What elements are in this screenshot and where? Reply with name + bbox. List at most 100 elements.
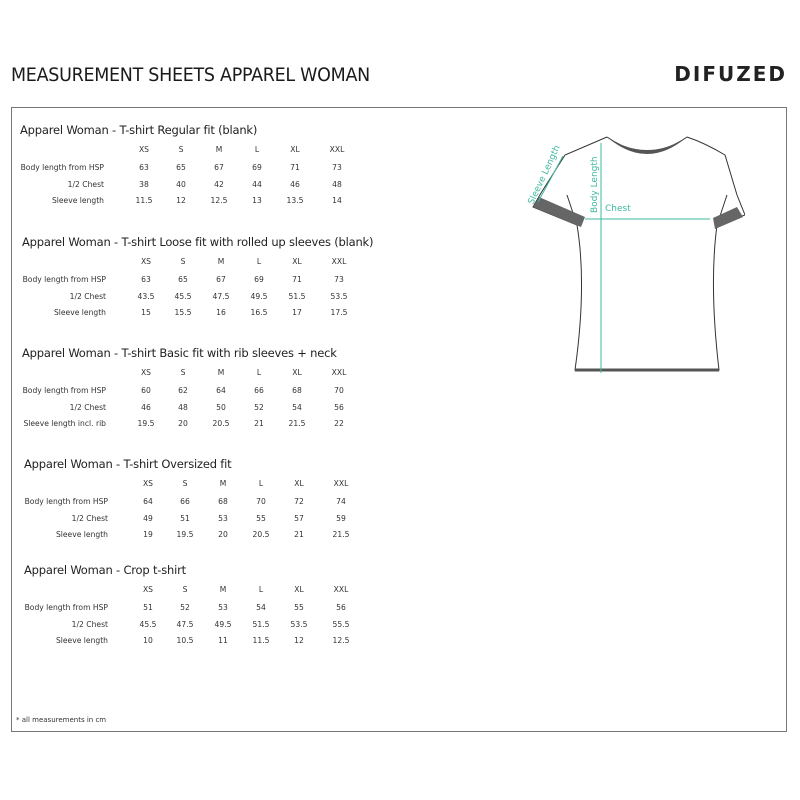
cell-value: 51.5 (252, 619, 270, 629)
cell-value: 44 (252, 179, 262, 189)
cell-value: 72 (294, 497, 304, 506)
cell-value: 52 (254, 402, 264, 412)
row-label: Sleeve length incl. rib (23, 419, 106, 428)
cell-value: 12.5 (210, 196, 228, 205)
section-title: Apparel Woman - T-shirt Oversized fit (24, 457, 232, 471)
cell-value: 73 (332, 163, 342, 172)
cell-value: 69 (254, 275, 264, 284)
section-title: Apparel Woman - Crop t-shirt (24, 563, 186, 577)
cell-value: 14 (332, 196, 342, 205)
table-row: Sleeve length incl. rib 19.5 20 20.5 21 21.5 2… (22, 419, 402, 436)
cell-value: 70 (334, 386, 344, 395)
cell-value: 21 (294, 530, 304, 539)
table-row: 1/2 Chest 38 40 42 44 46 48 (20, 180, 400, 197)
cell-value: 65 (176, 163, 186, 172)
row-label: 1/2 Chest (71, 619, 108, 629)
row-label: Sleeve length (51, 196, 104, 205)
size-header: XL (292, 257, 302, 266)
size-table: Apparel Woman - Crop t-shirt XS S M L XL XXL Bo… (24, 563, 404, 653)
cell-value: 65 (178, 275, 188, 284)
cell-value: 71 (290, 163, 300, 172)
cell-value: 21.5 (332, 530, 350, 539)
table-row: Body length from HSP 60 62 64 66 68 70 (22, 386, 402, 403)
cell-value: 45.5 (139, 619, 157, 629)
row-label: Body length from HSP (22, 275, 106, 284)
size-header: S (180, 257, 186, 266)
row-label: 1/2 Chest (69, 402, 106, 412)
cell-value: 51 (143, 603, 153, 612)
cell-value: 63 (141, 275, 151, 284)
footnote: * all measurements in cm (16, 716, 107, 724)
size-header-row: XS S M L XL XXL (24, 479, 404, 497)
section-title: Apparel Woman - T-shirt Regular fit (bla… (20, 123, 258, 137)
cell-value: 47.5 (212, 291, 230, 301)
cell-value: 66 (180, 497, 190, 506)
cell-value: 74 (336, 497, 346, 506)
cell-value: 19.5 (176, 530, 194, 539)
body-length-label: Body Length (590, 156, 600, 213)
cell-value: 55.5 (332, 619, 350, 629)
cell-value: 59 (336, 513, 346, 523)
size-header: S (180, 368, 186, 377)
sheet-frame (11, 107, 787, 732)
cell-value: 11.5 (135, 196, 153, 205)
cell-value: 53.5 (290, 619, 308, 629)
table-row: 1/2 Chest 43.5 45.5 47.5 49.5 51.5 53.5 (22, 292, 402, 309)
row-label: Sleeve length (55, 636, 108, 645)
size-header-row: XS S M L XL XXL (24, 585, 404, 603)
table-row: Body length from HSP 63 65 67 69 71 73 (20, 163, 400, 180)
table-row: 1/2 Chest 49 51 53 55 57 59 (24, 514, 404, 531)
cell-value: 69 (252, 163, 262, 172)
cell-value: 63 (139, 163, 149, 172)
row-label: Body length from HSP (20, 163, 104, 172)
cell-value: 49.5 (214, 619, 232, 629)
cell-value: 53.5 (330, 291, 348, 301)
cell-value: 64 (216, 386, 226, 395)
cell-value: 56 (336, 603, 346, 612)
size-header: L (258, 479, 264, 488)
table-row: Sleeve length 15 15.5 16 16.5 17 17.5 (22, 308, 402, 325)
table-row: Sleeve length 10 10.5 11 11.5 12 12.5 (24, 636, 404, 653)
size-header: XS (142, 479, 154, 488)
cell-value: 42 (214, 179, 224, 189)
cell-value: 55 (294, 603, 304, 612)
size-header: XS (140, 257, 152, 266)
tshirt-diagram: Sleeve Length Body Length Chest (527, 136, 745, 373)
cell-value: 56 (334, 402, 344, 412)
size-header: L (258, 585, 264, 594)
table-row: Body length from HSP 63 65 67 69 71 73 (22, 275, 402, 292)
cell-value: 67 (214, 163, 224, 172)
cell-value: 45.5 (174, 291, 192, 301)
size-header: XL (294, 585, 304, 594)
row-label: Sleeve length (53, 308, 106, 317)
cell-value: 11.5 (252, 636, 270, 645)
size-header: S (182, 585, 188, 594)
size-header: S (178, 145, 184, 154)
cell-value: 64 (143, 497, 153, 506)
cell-value: 17 (292, 308, 302, 317)
cell-value: 66 (254, 386, 264, 395)
cell-value: 68 (292, 386, 302, 395)
cell-value: 13 (252, 196, 262, 205)
size-header: XXL (331, 257, 347, 266)
row-label: 1/2 Chest (67, 179, 104, 189)
cell-value: 46 (141, 402, 151, 412)
cell-value: 53 (218, 603, 228, 612)
size-header: XL (290, 145, 300, 154)
cell-value: 48 (178, 402, 188, 412)
row-label: Body length from HSP (24, 603, 108, 612)
cell-value: 20.5 (252, 530, 270, 539)
size-header: S (182, 479, 188, 488)
cell-value: 13.5 (286, 196, 304, 205)
cell-value: 15 (141, 308, 151, 317)
cell-value: 54 (256, 603, 266, 612)
size-header: XS (140, 368, 152, 377)
cell-value: 57 (294, 513, 304, 523)
cell-value: 10.5 (176, 636, 194, 645)
size-table: Apparel Woman - T-shirt Regular fit (bla… (20, 123, 400, 213)
size-header: XL (294, 479, 304, 488)
cell-value: 20 (218, 530, 228, 539)
cell-value: 12 (294, 636, 304, 645)
table-row: Body length from HSP 51 52 53 54 55 56 (24, 603, 404, 620)
cell-value: 21.5 (288, 419, 306, 428)
